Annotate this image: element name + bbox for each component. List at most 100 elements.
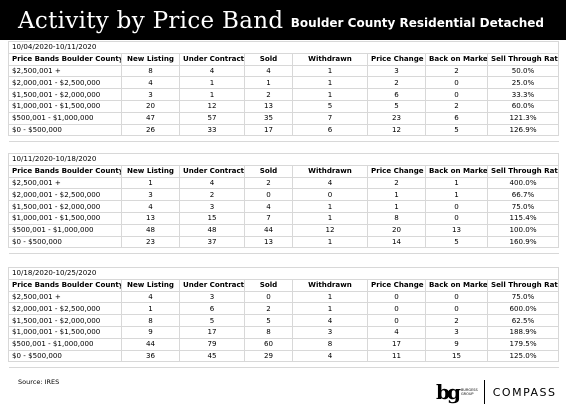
table-cell: 1	[121, 302, 180, 316]
table-cell: 7	[244, 211, 293, 225]
table-cell: 1	[179, 76, 245, 90]
table-cell: 12	[179, 99, 245, 113]
table-cell: 75.0%	[486, 290, 560, 304]
table-cell: 188.9%	[486, 325, 560, 339]
table-row: $2,000,001 - $2,500,000 1 6 2 1 0 0 600.0%	[8, 302, 560, 316]
table-cell: 1	[425, 176, 488, 190]
section-spacer	[8, 247, 559, 255]
table-cell: 47	[121, 111, 180, 125]
table-cell: 2	[244, 88, 293, 101]
price-band-section: 10/18/2020-10/25/2020 Price Bands Boulder…	[7, 267, 560, 369]
table-cell: 2	[367, 76, 426, 90]
price-band-label: $1,500,001 - $2,000,000	[8, 314, 122, 327]
table-cell: 62.5%	[486, 314, 560, 327]
table-row: $1,500,001 - $2,000,000 3 1 2 1 6 0 33.3%	[8, 88, 560, 101]
table-cell: 0	[425, 76, 488, 90]
table-cell: 0	[425, 200, 488, 213]
column-header: Under Contract	[179, 52, 245, 66]
price-band-label: $500,001 - $1,000,000	[8, 337, 122, 351]
table-cell: 9	[121, 325, 180, 339]
table-cell: 2	[244, 302, 293, 316]
table-cell: 2	[425, 99, 488, 113]
table-row: $0 - $500,000 26 33 17 6 12 5 126.9%	[8, 123, 560, 137]
price-band-table: 10/04/2020-10/11/2020 Price Bands Boulder…	[7, 41, 560, 143]
column-header: Price Change	[367, 52, 426, 66]
table-cell: 126.9%	[486, 123, 560, 137]
price-band-label: $1,500,001 - $2,000,000	[8, 200, 122, 213]
table-cell: 3	[292, 325, 368, 339]
table-header-row: Price Bands Boulder County New Listing Und…	[8, 278, 560, 292]
column-header: New Listing	[121, 164, 180, 178]
table-cell: 50.0%	[486, 64, 560, 78]
source-note: Source: IRES	[18, 378, 60, 386]
table-cell: 1	[367, 188, 426, 202]
burgess-group-logo-mark: bg	[436, 380, 461, 404]
table-row: $2,000,001 - $2,500,000 4 1 1 1 2 0 25.0%	[8, 76, 560, 90]
table-cell: 5	[425, 123, 488, 137]
logo-word-burgess: BURGESS	[460, 388, 478, 392]
table-cell: 2	[367, 176, 426, 190]
column-header: Under Contract	[179, 278, 245, 292]
table-cell: 14	[367, 235, 426, 249]
column-header: Back on Market	[425, 164, 488, 178]
price-band-label: $2,000,001 - $2,500,000	[8, 302, 122, 316]
table-cell: 3	[179, 200, 245, 213]
table-cell: 45	[179, 349, 245, 363]
table-cell: 4	[244, 200, 293, 213]
table-cell: 36	[121, 349, 180, 363]
table-cell: 6	[425, 111, 488, 125]
price-band-label: $1,000,001 - $1,500,000	[8, 99, 122, 113]
column-header: Price Change	[367, 164, 426, 178]
table-cell: 6	[292, 123, 368, 137]
table-cell: 3	[367, 64, 426, 78]
table-row: $500,001 - $1,000,000 47 57 35 7 23 6 121.3%	[8, 111, 560, 125]
table-cell: 1	[244, 76, 293, 90]
price-band-section: 10/04/2020-10/11/2020 Price Bands Boulder…	[7, 41, 560, 143]
table-header-row: Price Bands Boulder County New Listing Und…	[8, 52, 560, 66]
table-cell: 0	[244, 290, 293, 304]
price-band-label: $1,000,001 - $1,500,000	[8, 325, 122, 339]
table-cell: 2	[425, 314, 488, 327]
table-cell: 8	[292, 337, 368, 351]
footer-logos: bg BURGESS GROUP COMPASS	[436, 378, 556, 406]
table-cell: 100.0%	[486, 223, 560, 237]
table-cell: 13	[244, 99, 293, 113]
table-row: $0 - $500,000 36 45 29 4 11 15 125.0%	[8, 349, 560, 363]
table-cell: 11	[367, 349, 426, 363]
table-cell: 3	[179, 290, 245, 304]
table-cell: 17	[244, 123, 293, 137]
column-header: New Listing	[121, 278, 180, 292]
column-header: Sold	[244, 278, 293, 292]
table-cell: 0	[425, 211, 488, 225]
table-cell: 37	[179, 235, 245, 249]
table-cell: 15	[179, 211, 245, 225]
table-cell: 0	[244, 188, 293, 202]
price-band-label: $2,500,001 +	[8, 290, 122, 304]
table-cell: 12	[292, 223, 368, 237]
table-cell: 5	[367, 99, 426, 113]
column-header: Sold	[244, 164, 293, 178]
price-band-section: 10/11/2020-10/18/2020 Price Bands Boulder…	[7, 153, 560, 255]
column-header: Withdrawn	[292, 278, 368, 292]
table-cell: 1	[367, 200, 426, 213]
column-header: Back on Market	[425, 52, 488, 66]
logo-word-group: GROUP	[460, 392, 474, 396]
table-cell: 1	[121, 176, 180, 190]
price-band-label: $2,000,001 - $2,500,000	[8, 188, 122, 202]
table-cell: 8	[367, 211, 426, 225]
table-cell: 5	[292, 99, 368, 113]
table-cell: 13	[244, 235, 293, 249]
table-cell: 5	[179, 314, 245, 327]
page-subtitle: Boulder County Residential Detached	[290, 16, 544, 30]
table-cell: 400.0%	[486, 176, 560, 190]
table-cell: 1	[292, 235, 368, 249]
price-band-table: 10/11/2020-10/18/2020 Price Bands Boulder…	[7, 153, 560, 255]
table-cell: 23	[121, 235, 180, 249]
table-cell: 3	[121, 88, 180, 101]
table-cell: 1	[425, 188, 488, 202]
table-cell: 0	[425, 302, 488, 316]
table-cell: 17	[367, 337, 426, 351]
price-band-table: 10/18/2020-10/25/2020 Price Bands Boulder…	[7, 267, 560, 369]
price-band-label: $500,001 - $1,000,000	[8, 223, 122, 237]
table-cell: 20	[121, 99, 180, 113]
